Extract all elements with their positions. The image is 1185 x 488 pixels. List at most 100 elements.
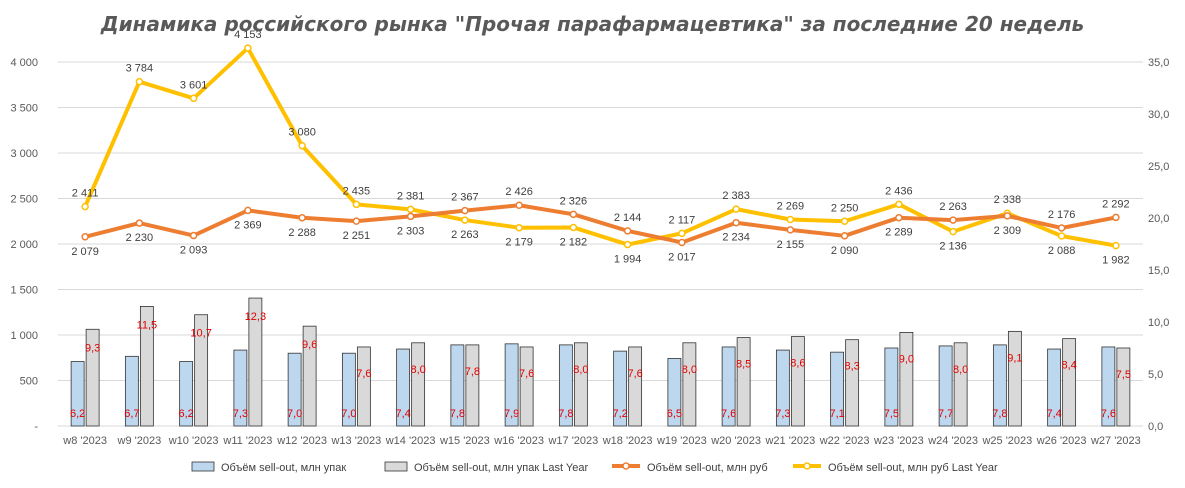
line-rub-marker (244, 206, 252, 215)
line-rub-marker (406, 212, 415, 221)
bar-last-year-data-label: 8,0 (953, 364, 968, 376)
line-rub-data-label: 2 303 (397, 225, 425, 237)
x-axis-tick-label: w9 '2023 (117, 435, 162, 447)
left-axis-tick-label: 2 500 (10, 194, 38, 206)
line-rub-last-year-marker (840, 217, 849, 225)
line-rub-last-year-marker (406, 205, 415, 214)
bar-last-year-data-label: 9,0 (899, 353, 914, 365)
x-axis-tick-label: w10 '2023 (168, 435, 219, 447)
bar-last-year (1062, 338, 1077, 427)
bar-last-year-data-label: 8,5 (736, 359, 751, 371)
line-rub-last-year-marker (135, 77, 144, 86)
line-rub-last-year-data-label: 1 994 (614, 254, 642, 266)
line-rub-marker (352, 217, 361, 225)
line-rub-last-year-marker (569, 223, 578, 232)
x-axis-tick-label: w16 '2023 (493, 435, 544, 447)
line-rub-marker (1003, 212, 1012, 220)
line-rub-data-label: 2 292 (1102, 198, 1130, 210)
x-axis-tick-label: w27 '2023 (1090, 435, 1141, 447)
line-rub-last-year-data-label: 2 436 (885, 185, 913, 197)
bar-current-data-label: 7,8 (558, 408, 573, 420)
line-rub-last-year-marker (244, 44, 252, 52)
line-rub-data-label: 2 155 (777, 239, 805, 251)
bar-last-year-data-label: 7,6 (519, 368, 534, 380)
left-axis-tick-label: - (34, 421, 38, 433)
bar-current (233, 349, 248, 427)
line-rub-data-label: 2 251 (343, 230, 371, 242)
bar-current-data-label: 7,1 (829, 408, 844, 420)
bar-last-year (628, 346, 643, 427)
line-rub-data-label: 2 289 (885, 227, 913, 239)
bar-current (450, 344, 465, 427)
legend-bar-current-swatch (191, 461, 215, 472)
right-axis-tick-label: 35,0 (1148, 57, 1169, 69)
bar-last-year-data-label: 9,3 (85, 342, 100, 354)
bar-last-year-data-label: 8,0 (682, 364, 697, 376)
bar-last-year (248, 297, 263, 427)
line-rub-last-year-line (83, 46, 1118, 248)
bar-current-data-label: 7,6 (721, 408, 736, 420)
bar-last-year-data-label: 12,3 (245, 311, 266, 323)
line-rub-last-year-data-label: 2 136 (939, 241, 967, 253)
right-axis-tick-label: 0,0 (1148, 421, 1163, 433)
bar-last-year-data-label: 8,0 (410, 364, 425, 376)
x-axis-tick-label: w13 '2023 (330, 435, 381, 447)
line-rub-marker (189, 231, 198, 240)
line-rub-last-year-data-label: 2 383 (722, 190, 750, 202)
line-rub-marker (895, 213, 903, 222)
bar-current (1047, 348, 1062, 427)
x-axis-tick-label: w21 '2023 (764, 435, 815, 447)
line-rub-marker (135, 219, 144, 227)
line-rub-last-year-data-label: 2 338 (994, 194, 1022, 206)
bar-current-data-label: 6,2 (70, 408, 85, 420)
x-axis-tick-label: w17 '2023 (547, 435, 598, 447)
x-axis-tick-label: w20 '2023 (710, 435, 761, 447)
bar-current-data-label: 7,4 (395, 408, 410, 420)
line-rub-marker (569, 210, 578, 219)
line-rub-marker (949, 216, 957, 224)
x-axis-tick-label: w15 '2023 (439, 435, 490, 447)
bar-current (775, 349, 790, 427)
line-rub-marker (81, 233, 89, 241)
x-axis-tick-label: w24 '2023 (927, 435, 978, 447)
bar-current (179, 361, 194, 427)
line-rub-marker (786, 226, 795, 234)
bar-current-data-label: 7,7 (938, 408, 953, 420)
line-rub-marker (623, 227, 632, 235)
line-rub-marker (461, 206, 469, 215)
bar-last-year-data-label: 10,7 (190, 328, 211, 340)
legend-bar-last-year-label: Объём sell-out, млн упак Last Year (414, 462, 588, 474)
right-axis-tick-label: 20,0 (1148, 213, 1169, 225)
bar-current-data-label: 7,5 (884, 408, 899, 420)
bar-last-year (790, 336, 805, 427)
bar-current-data-label: 7,3 (775, 408, 790, 420)
line-rub-data-label: 2 079 (71, 246, 99, 258)
line-rub-data-label: 2 017 (668, 251, 696, 263)
line-rub-last-year-marker (1057, 232, 1066, 240)
line-rub-data-label: 2 230 (126, 232, 154, 244)
bar-current-data-label: 7,8 (450, 408, 465, 420)
bar-current (884, 347, 899, 427)
bar-last-year-data-label: 9,1 (1007, 352, 1022, 364)
x-axis-tick-label: w25 '2023 (981, 435, 1032, 447)
bar-last-year-data-label: 9,6 (302, 339, 317, 351)
bar-last-year (899, 331, 914, 427)
bar-last-year (194, 314, 209, 427)
line-rub-last-year-data-label: 2 263 (451, 229, 479, 241)
legend-line-rub-label: Объём sell-out, млн руб (647, 462, 768, 474)
left-axis-tick-label: 3 000 (10, 148, 38, 160)
left-axis-tick-label: 3 500 (10, 103, 38, 115)
right-axis-tick-label: 25,0 (1148, 161, 1169, 173)
bar-last-year-data-label: 7,6 (627, 368, 642, 380)
bar-current (124, 355, 139, 427)
bar-current (721, 346, 736, 427)
line-rub-marker (1112, 213, 1120, 222)
line-rub-marker (732, 218, 740, 227)
bar-last-year (85, 328, 100, 427)
x-axis-tick-label: w18 '2023 (602, 435, 653, 447)
bar-last-year (1007, 330, 1022, 427)
bar-current-data-label: 7,8 (992, 408, 1007, 420)
legend-line-rub-swatch-marker (622, 462, 630, 470)
line-rub-last-year-marker (515, 223, 523, 232)
